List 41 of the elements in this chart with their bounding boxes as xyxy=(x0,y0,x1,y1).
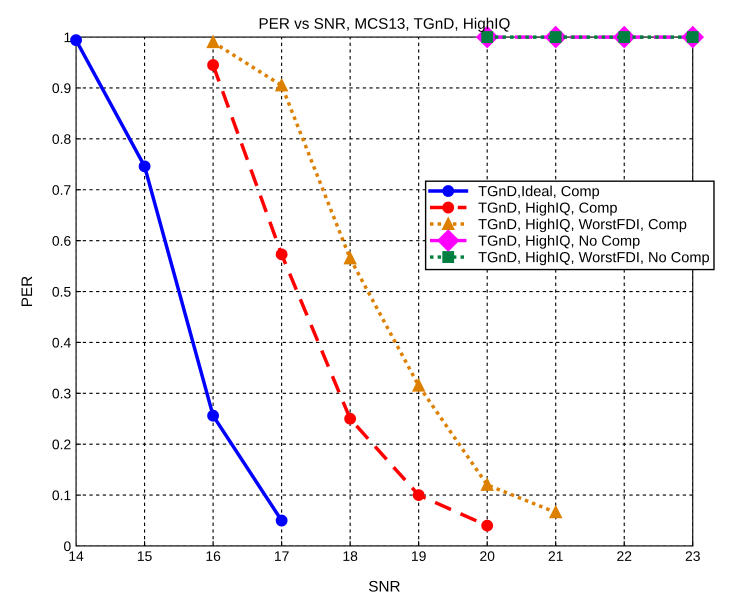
chart-title: PER vs SNR, MCS13, TGnD, HighIQ xyxy=(260,18,510,32)
legend-label: TGnD, HighIQ, WorstFDI, No Comp xyxy=(478,252,710,266)
x-tick-label: 16 xyxy=(206,551,220,562)
x-tick-label: 17 xyxy=(274,551,289,561)
x-tick-label: 20 xyxy=(480,551,494,562)
y-tick-label: 0.4 xyxy=(52,338,71,348)
point xyxy=(276,514,288,526)
y-tick-label: 0.3 xyxy=(52,388,71,398)
point xyxy=(207,59,220,71)
y-axis-title: PER xyxy=(22,276,32,306)
x-tick-label: 15 xyxy=(138,551,152,562)
legend-label: TGnD, HighIQ, No Comp xyxy=(478,235,640,249)
y-tick-label: 0.8 xyxy=(52,134,71,144)
point xyxy=(412,380,425,392)
y-tick-label: 0.6 xyxy=(52,236,71,246)
y-tick-label: 0.2 xyxy=(52,440,70,450)
x-tick-label: 19 xyxy=(412,551,426,562)
y-tick-label: 1 xyxy=(64,32,71,42)
point xyxy=(344,412,356,425)
y-tick-label: 0.1 xyxy=(52,490,71,500)
x-tick-label: 14 xyxy=(69,551,84,561)
point xyxy=(207,36,220,48)
point xyxy=(412,489,425,501)
point xyxy=(276,248,288,260)
y-tick-label: 0.5 xyxy=(52,286,71,297)
y-tick-label: 0.7 xyxy=(52,185,70,195)
point xyxy=(550,506,562,518)
x-tick-label: 22 xyxy=(617,551,632,561)
point xyxy=(138,160,150,172)
point xyxy=(481,520,494,532)
legend-label: TGnD, HighIQ, Comp xyxy=(478,202,617,216)
y-tick-label: 0.9 xyxy=(52,83,71,94)
x-tick-label: 18 xyxy=(343,551,358,562)
x-tick-label: 21 xyxy=(548,551,563,561)
legend-label: TGnD,Ideal, Comp xyxy=(478,186,600,200)
x-tick-label: 23 xyxy=(686,551,700,562)
x-axis-title: SNR xyxy=(368,580,400,592)
point xyxy=(70,34,82,46)
legend-label: TGnD, HighIQ, WorstFDI, Comp xyxy=(478,218,686,232)
point xyxy=(207,410,220,422)
y-tick-label: 0 xyxy=(64,541,71,552)
